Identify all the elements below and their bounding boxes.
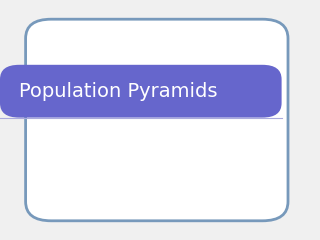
- FancyBboxPatch shape: [0, 65, 282, 118]
- Text: Population Pyramids: Population Pyramids: [19, 82, 218, 101]
- FancyBboxPatch shape: [26, 19, 288, 221]
